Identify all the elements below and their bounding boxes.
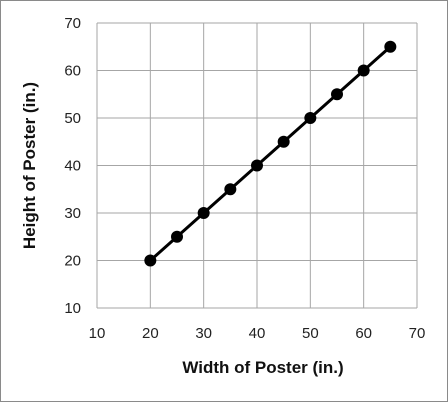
y-tick-label: 40 — [64, 158, 81, 175]
y-tick-label: 70 — [64, 15, 81, 32]
data-point — [251, 160, 263, 172]
data-point — [144, 255, 156, 267]
y-axis-label: Height of Poster (in.) — [20, 82, 39, 249]
x-tick-label: 10 — [89, 325, 106, 342]
data-point — [224, 183, 236, 195]
y-tick-label: 30 — [64, 205, 81, 222]
data-point — [331, 88, 343, 100]
x-tick-label: 40 — [249, 325, 266, 342]
x-tick-label: 20 — [142, 325, 159, 342]
data-point — [384, 41, 396, 53]
x-tick-label: 60 — [355, 325, 372, 342]
data-point — [304, 112, 316, 124]
series-group — [144, 41, 396, 267]
data-point — [198, 207, 210, 219]
data-point — [358, 65, 370, 77]
x-tick-label: 70 — [409, 325, 426, 342]
x-tick-label: 30 — [195, 325, 212, 342]
x-tick-label: 50 — [302, 325, 319, 342]
x-tick-labels: 10 20 30 40 50 60 70 — [89, 325, 426, 342]
data-point — [171, 231, 183, 243]
series-line — [150, 47, 390, 261]
y-tick-label: 10 — [64, 300, 81, 317]
y-tick-label: 60 — [64, 63, 81, 80]
x-axis-label: Width of Poster (in.) — [182, 358, 343, 377]
y-tick-label: 20 — [64, 253, 81, 270]
y-tick-labels: 10 20 30 40 50 60 70 — [64, 15, 81, 317]
data-point — [278, 136, 290, 148]
y-tick-label: 50 — [64, 110, 81, 127]
